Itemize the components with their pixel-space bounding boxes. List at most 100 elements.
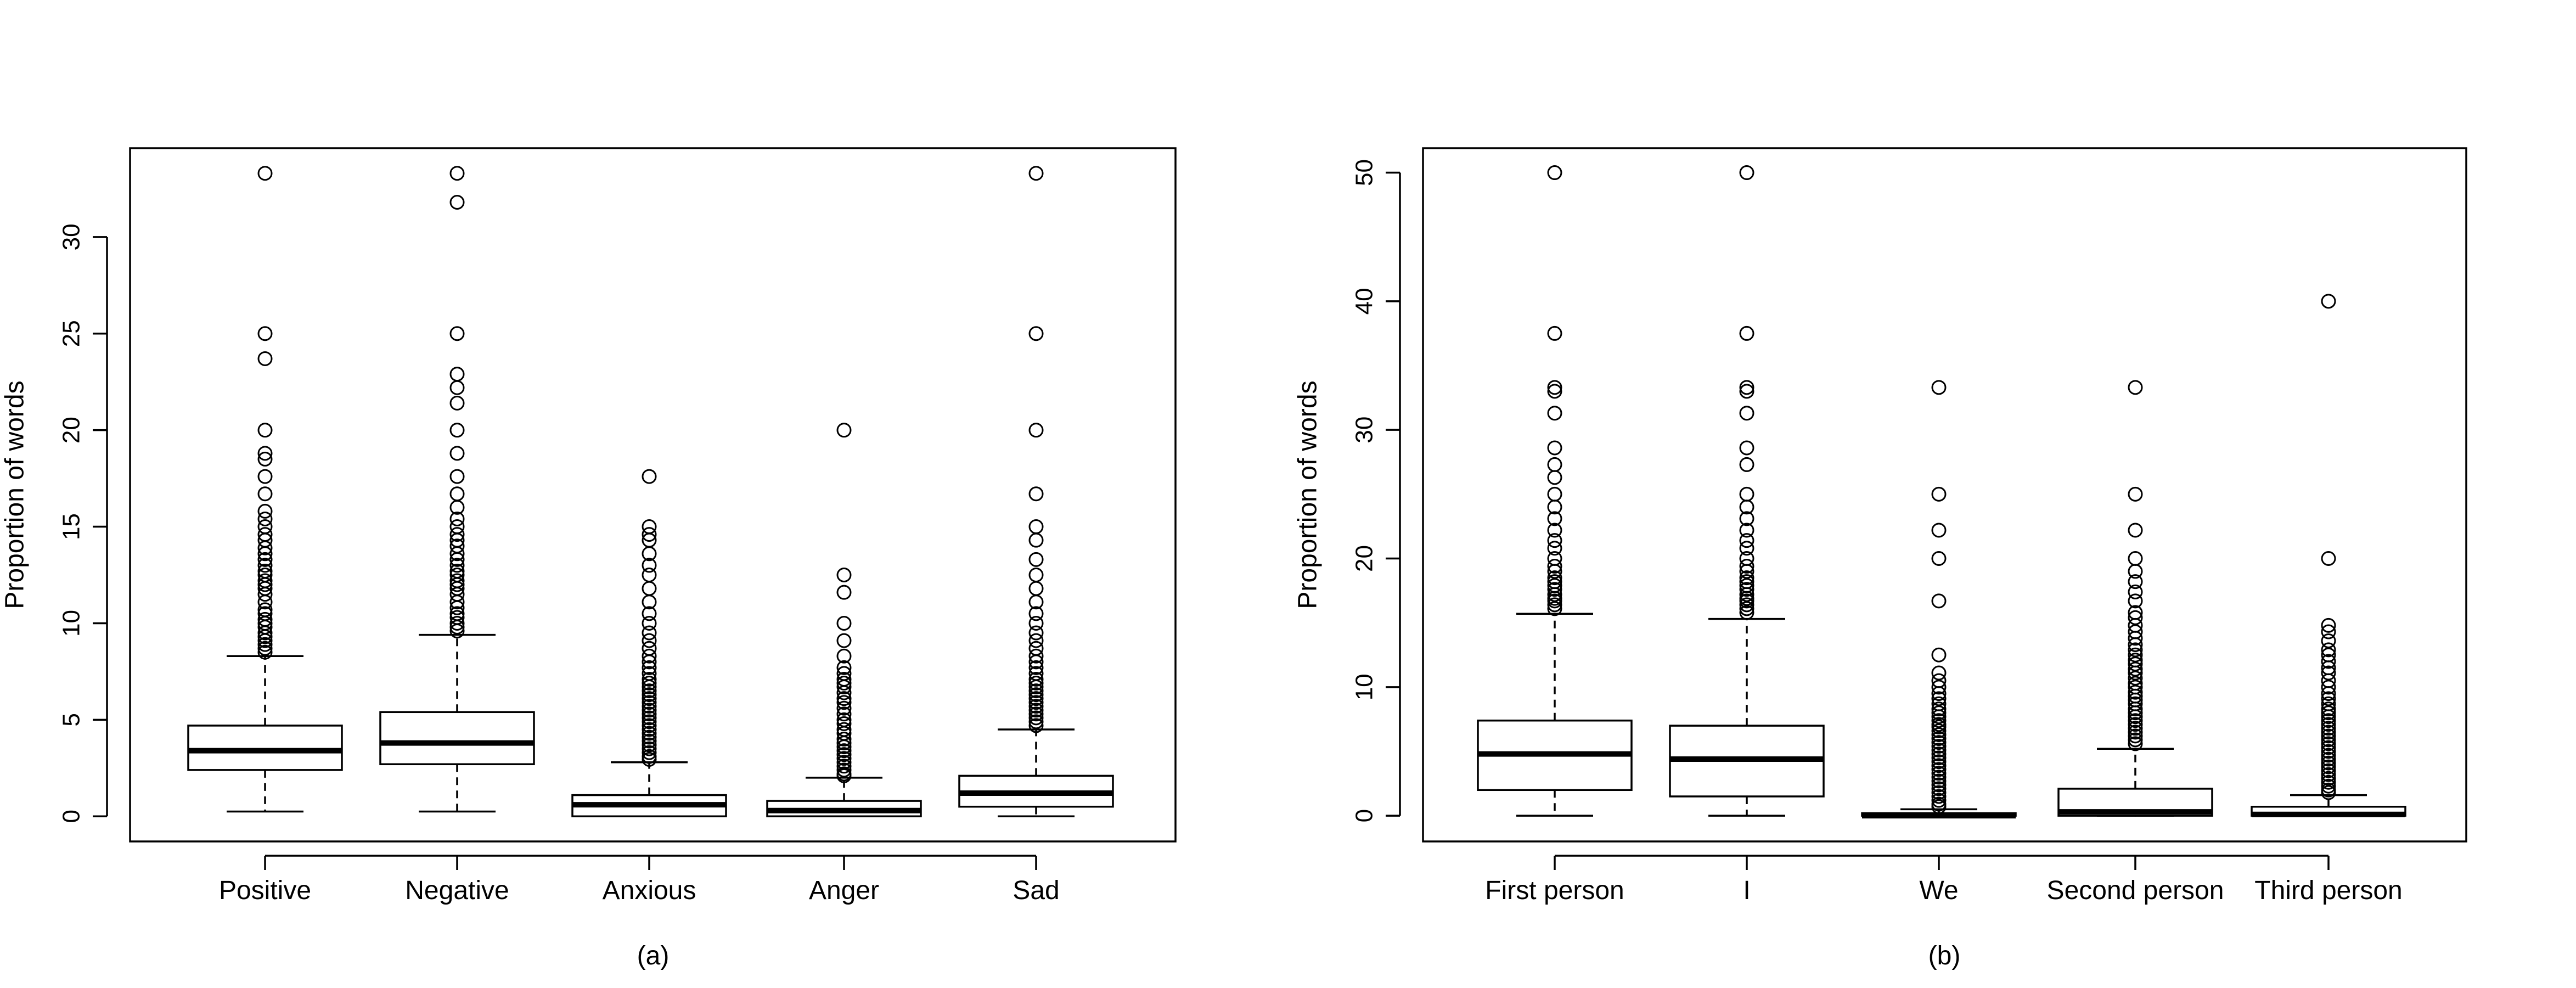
outlier-point bbox=[257, 540, 273, 555]
outlier-point bbox=[1739, 597, 1754, 613]
outlier-point bbox=[2321, 721, 2336, 736]
outlier-point bbox=[2321, 759, 2336, 774]
outlier-point bbox=[1547, 587, 1562, 602]
panel-a: 0 5 10 15 20 25 30 Proportion of words Positive N… bbox=[1, 147, 1177, 970]
outlier-point bbox=[642, 751, 657, 767]
outlier-point bbox=[2321, 654, 2336, 669]
outlier-point bbox=[1931, 551, 1947, 566]
outlier-point bbox=[1931, 743, 1947, 758]
outlier-point bbox=[642, 741, 657, 756]
outlier-point bbox=[1028, 166, 1044, 181]
outlier-point bbox=[1547, 570, 1562, 586]
outlier-point bbox=[1931, 789, 1947, 804]
outlier-point bbox=[257, 511, 273, 526]
outlier-point bbox=[1739, 541, 1754, 556]
outlier-point bbox=[1931, 647, 1947, 663]
outlier-point bbox=[1547, 593, 1562, 609]
outlier-point bbox=[1739, 440, 1754, 456]
outlier-point bbox=[257, 637, 273, 652]
outlier-point bbox=[1028, 486, 1044, 502]
outlier-point bbox=[1931, 770, 1947, 785]
outlier-point bbox=[2128, 665, 2143, 681]
outlier-point bbox=[449, 326, 465, 341]
outlier-point bbox=[1931, 739, 1947, 754]
outlier-point bbox=[1028, 676, 1044, 691]
y-tick-label: 30 bbox=[1351, 417, 1378, 444]
outlier-point bbox=[2321, 736, 2336, 751]
outlier-point bbox=[2321, 713, 2336, 728]
x-tick-label: Second person bbox=[2047, 876, 2224, 905]
outlier-point bbox=[1028, 594, 1044, 610]
outlier-point bbox=[1739, 165, 1754, 181]
outlier-point bbox=[257, 558, 273, 573]
box-negative bbox=[379, 166, 535, 813]
outlier-point bbox=[1931, 723, 1947, 738]
outlier-point bbox=[257, 577, 273, 592]
outlier-point bbox=[836, 585, 852, 600]
outlier-point bbox=[449, 624, 465, 639]
outlier-point bbox=[1547, 511, 1562, 526]
outlier-point bbox=[642, 722, 657, 737]
outlier-point bbox=[2321, 755, 2336, 771]
outlier-point bbox=[1028, 648, 1044, 664]
x-tick-label: Positive bbox=[219, 876, 311, 905]
outlier-point bbox=[1028, 660, 1044, 675]
outlier-point bbox=[1931, 701, 1947, 717]
panel-caption: (b) bbox=[1928, 941, 1961, 970]
outlier-point bbox=[2321, 732, 2336, 748]
outlier-point bbox=[1931, 773, 1947, 789]
outlier-point bbox=[2128, 523, 2143, 538]
outlier-point bbox=[449, 619, 465, 635]
outlier-point bbox=[642, 680, 657, 695]
outlier-point bbox=[2321, 665, 2336, 681]
outlier-point bbox=[642, 594, 657, 610]
outlier-point bbox=[2321, 691, 2336, 706]
outlier-point bbox=[836, 423, 852, 438]
outlier-point bbox=[257, 594, 273, 610]
outlier-point bbox=[2128, 564, 2143, 579]
outlier-point bbox=[449, 166, 465, 181]
outlier-point bbox=[1547, 406, 1562, 421]
panel-b: 0 10 20 30 40 50 Proportion of words First pers… bbox=[1293, 147, 2467, 970]
outlier-point bbox=[1931, 735, 1947, 750]
outlier-point bbox=[836, 676, 852, 691]
outlier-point bbox=[2128, 732, 2143, 748]
outlier-point bbox=[1739, 380, 1754, 395]
box-positive bbox=[187, 166, 343, 813]
outlier-point bbox=[836, 568, 852, 583]
y-tick-label: 10 bbox=[1351, 673, 1378, 700]
outlier-point bbox=[257, 644, 273, 660]
x-tick-label: Sad bbox=[1013, 876, 1059, 905]
x-tick-label: First person bbox=[1485, 876, 1624, 905]
outlier-point bbox=[1547, 601, 1562, 616]
outlier-point bbox=[1931, 705, 1947, 721]
outlier-point bbox=[642, 745, 657, 760]
outlier-point bbox=[2321, 717, 2336, 732]
outlier-point bbox=[2128, 736, 2143, 751]
outlier-point bbox=[1547, 541, 1562, 556]
outlier-point bbox=[836, 743, 852, 759]
box-sad bbox=[958, 166, 1114, 818]
outlier-point bbox=[836, 739, 852, 755]
box-iqr bbox=[379, 711, 535, 766]
outlier-point bbox=[2128, 713, 2143, 728]
outlier-point bbox=[642, 660, 657, 675]
outlier-point bbox=[1931, 750, 1947, 766]
outlier-point bbox=[642, 710, 657, 726]
outlier-point bbox=[1739, 582, 1754, 597]
outlier-point bbox=[642, 648, 657, 664]
outlier-point bbox=[2128, 637, 2143, 652]
outlier-point bbox=[1739, 564, 1754, 579]
outlier-point bbox=[2321, 642, 2336, 658]
outlier-point bbox=[1931, 758, 1947, 773]
outlier-point bbox=[642, 676, 657, 691]
outlier-point bbox=[1739, 593, 1754, 609]
outlier-point bbox=[836, 633, 852, 648]
outlier-point bbox=[2321, 728, 2336, 744]
x-tick-label: I bbox=[1743, 876, 1750, 905]
outlier-point bbox=[642, 706, 657, 722]
outlier-point bbox=[642, 625, 657, 641]
outlier-point bbox=[257, 629, 273, 644]
outlier-point bbox=[1028, 683, 1044, 699]
outlier-point bbox=[2321, 551, 2336, 566]
